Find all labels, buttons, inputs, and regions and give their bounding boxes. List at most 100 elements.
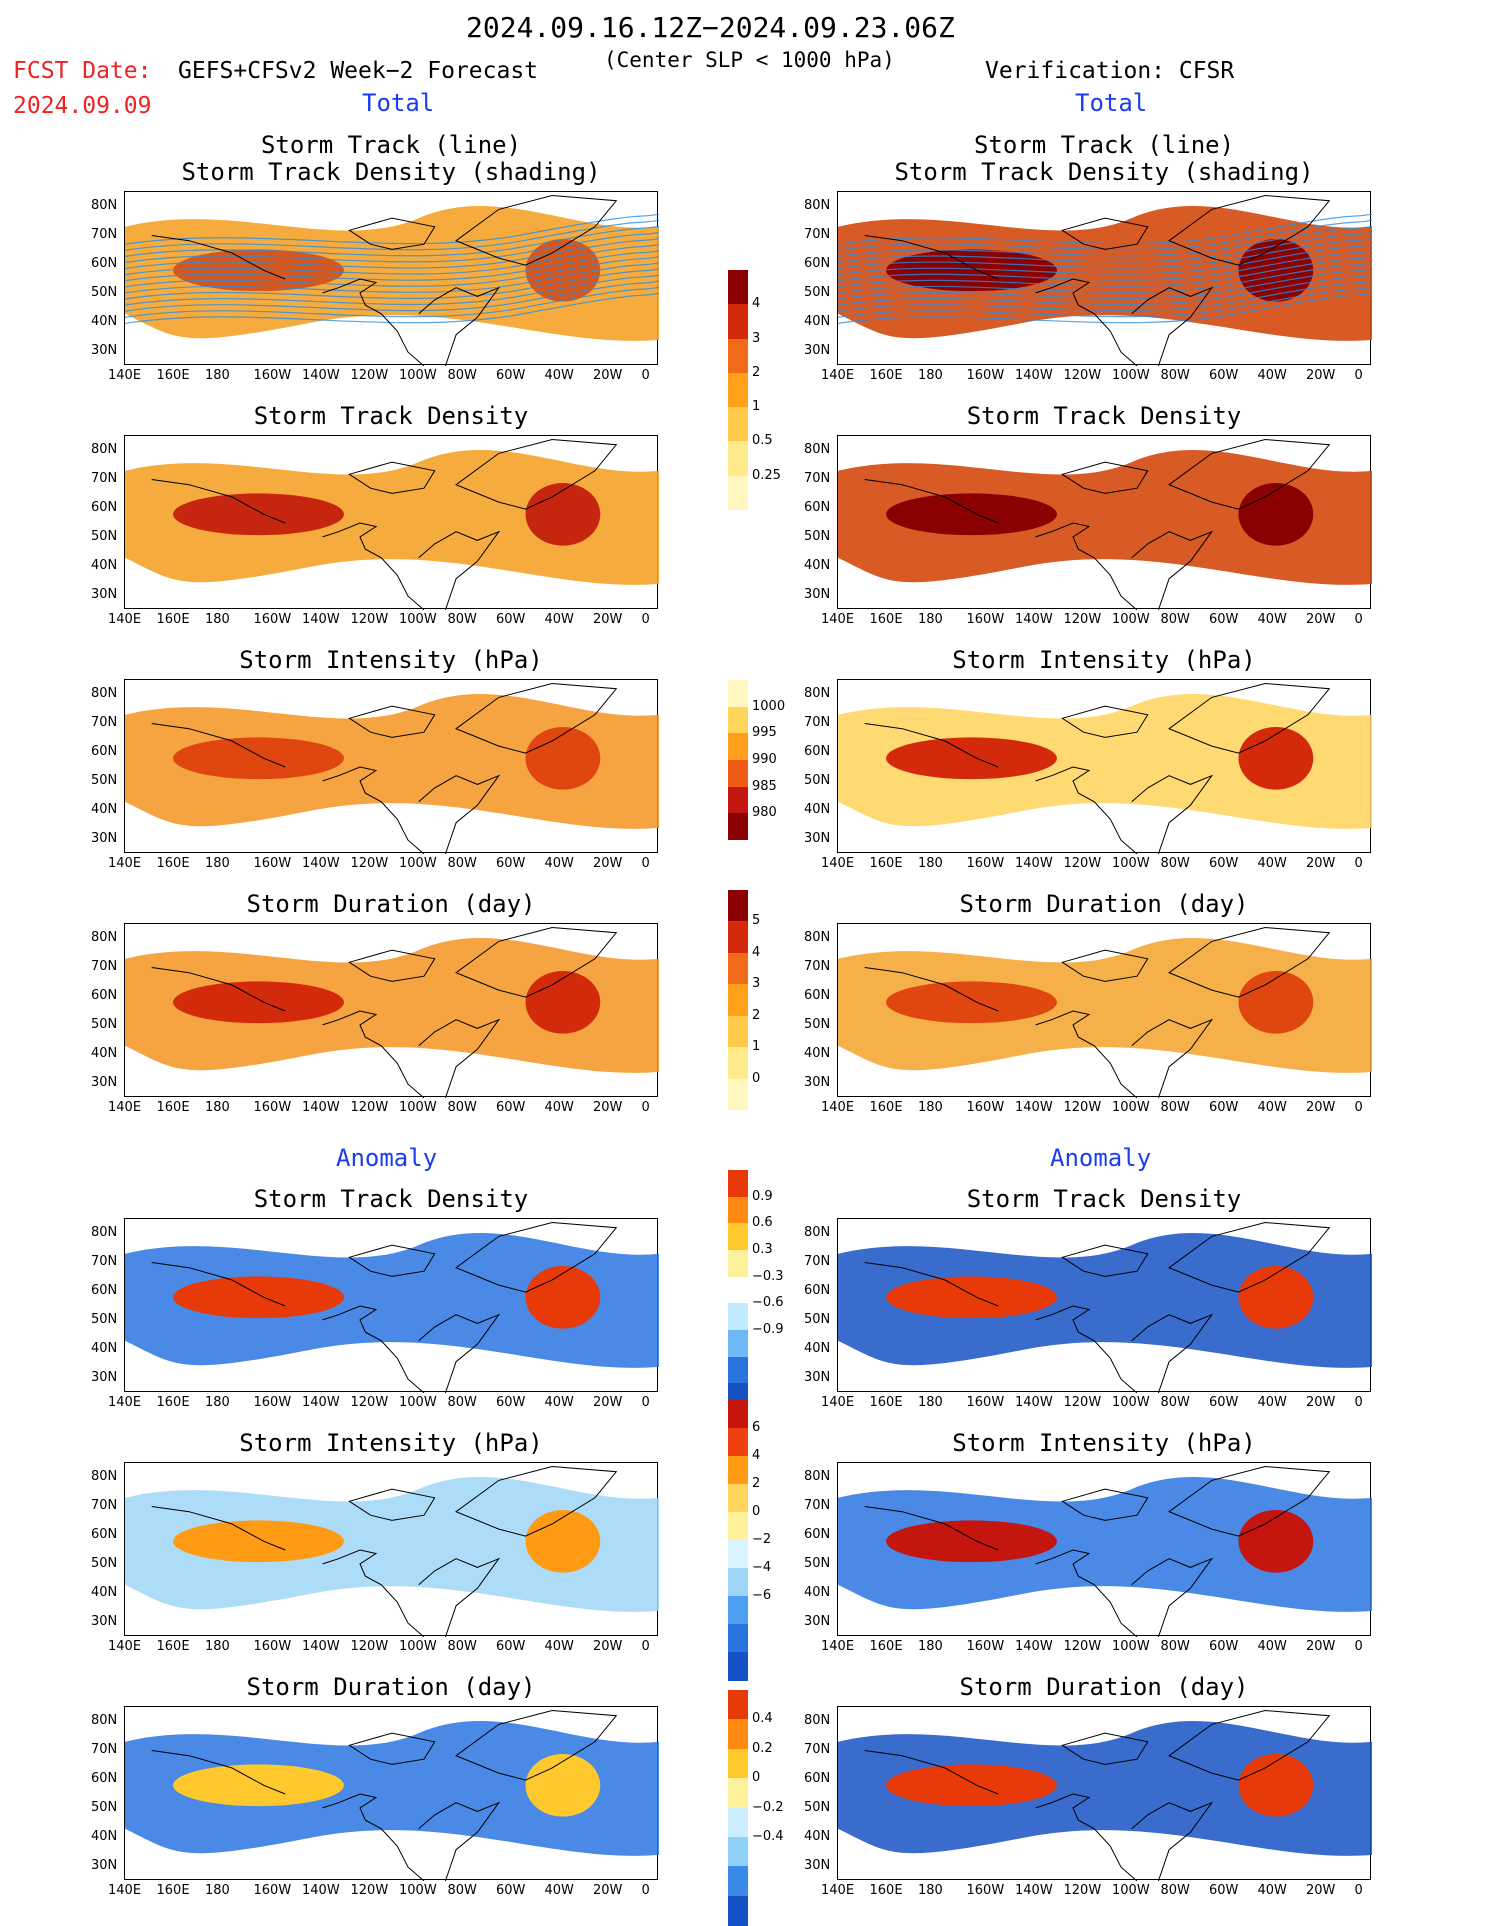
lat-label: 40N xyxy=(804,802,831,817)
lon-label: 180 xyxy=(205,1883,230,1898)
coastline xyxy=(1061,461,1149,494)
lat-label: 30N xyxy=(91,343,118,358)
colorbar-swatch xyxy=(728,1303,748,1331)
panel-title-left-1: Storm Track (line) Storm Track Density (… xyxy=(124,132,658,186)
shading-primary xyxy=(125,1720,659,1856)
lat-label: 40N xyxy=(804,558,831,573)
colorbar-tick-label: 3 xyxy=(752,976,761,992)
coastline xyxy=(455,682,618,754)
coastline xyxy=(864,479,999,524)
shading-core-atlantic xyxy=(1238,1265,1314,1329)
storm-track-line xyxy=(125,262,659,294)
lon-label: 140E xyxy=(821,1395,855,1410)
lon-label: 140E xyxy=(108,1883,142,1898)
colorbar-swatch xyxy=(728,1719,748,1750)
colorbar-anom-density xyxy=(728,1170,748,1411)
lon-label: 0 xyxy=(641,1639,650,1654)
forecast-title: GEFS+CFSv2 Week−2 Forecast xyxy=(178,58,539,84)
colorbar-tick-label: 0 xyxy=(752,1504,761,1519)
lat-label: 70N xyxy=(91,1498,118,1513)
lat-label: 30N xyxy=(91,831,118,846)
shading-core-atlantic xyxy=(525,726,601,790)
lon-label: 180 xyxy=(205,612,230,627)
coastline xyxy=(322,766,425,854)
lat-label: 50N xyxy=(91,285,118,300)
colorbar-swatch xyxy=(728,1078,748,1111)
colorbar-tick-label: 1000 xyxy=(752,698,786,714)
lat-label: 80N xyxy=(91,198,118,213)
lat-label: 60N xyxy=(91,744,118,759)
lat-label: 30N xyxy=(91,1614,118,1629)
lon-label: 140W xyxy=(1015,1639,1053,1654)
lon-label: 100W xyxy=(399,612,437,627)
lon-label: 160W xyxy=(966,1395,1005,1410)
lat-label: 60N xyxy=(804,744,831,759)
panel-title-line1: Storm Track (line) xyxy=(973,131,1235,159)
criterion-label: (Center SLP < 1000 hPa) xyxy=(604,48,895,72)
lon-label: 0 xyxy=(641,1100,650,1115)
lon-label: 100W xyxy=(399,1639,437,1654)
lon-label: 40W xyxy=(544,1639,574,1654)
shading-core-atlantic xyxy=(525,970,601,1034)
lat-label: 30N xyxy=(804,1858,831,1873)
coastline xyxy=(151,967,286,1012)
map-field xyxy=(125,438,659,610)
lat-label: 80N xyxy=(804,198,831,213)
coastline xyxy=(1131,774,1214,854)
coastline xyxy=(418,1313,501,1393)
lon-label: 60W xyxy=(1209,1883,1239,1898)
shading-core-west xyxy=(886,737,1057,780)
storm-track-line xyxy=(838,231,1372,264)
colorbar-tick-label: −0.3 xyxy=(752,1268,784,1284)
map-field xyxy=(125,1465,659,1637)
shading-core-west xyxy=(173,1276,344,1319)
lat-label: 40N xyxy=(91,314,118,329)
lon-label: 140E xyxy=(821,1883,855,1898)
storm-track-line xyxy=(838,213,1372,245)
map-panel-11 xyxy=(124,1462,659,1637)
map-field xyxy=(838,926,1372,1098)
lon-label: 140W xyxy=(302,1883,340,1898)
colorbar-swatch xyxy=(728,270,748,305)
lat-label: 40N xyxy=(804,314,831,329)
storm-track-line xyxy=(125,237,659,270)
map-panel-9 xyxy=(124,1218,659,1393)
colorbar-tick-label: −0.4 xyxy=(752,1828,784,1844)
map-field xyxy=(125,1709,659,1881)
lat-label: 40N xyxy=(91,802,118,817)
shading-core-west xyxy=(886,249,1057,292)
lat-label: 50N xyxy=(804,1017,831,1032)
lon-label: 120W xyxy=(350,1100,389,1115)
colorbar-swatch xyxy=(728,890,748,922)
coastline xyxy=(348,705,436,738)
coastline xyxy=(151,1262,286,1307)
lat-label: 50N xyxy=(91,1800,118,1815)
lon-label: 60W xyxy=(1209,368,1239,383)
lon-label: 140E xyxy=(108,612,142,627)
map-field xyxy=(838,1221,1372,1393)
lon-label: 60W xyxy=(496,612,526,627)
colorbar-tick-label: 1 xyxy=(752,1039,761,1055)
lat-label: 40N xyxy=(91,1341,118,1356)
lon-label: 80W xyxy=(1160,368,1190,383)
map-field xyxy=(838,1465,1372,1637)
coastline xyxy=(1061,1244,1149,1277)
map-field xyxy=(125,1221,659,1393)
lat-label: 30N xyxy=(804,1075,831,1090)
colorbar-tick-label: 0.9 xyxy=(752,1188,773,1204)
storm-track-line xyxy=(125,244,659,276)
panel-title-line2: Storm Track Density (shading) xyxy=(181,157,601,186)
map-panel-8 xyxy=(837,923,1372,1098)
section-anomaly-left: Anomaly xyxy=(336,1144,438,1172)
lon-label: 80W xyxy=(1160,1395,1190,1410)
lon-label: 140W xyxy=(302,856,340,871)
coastline xyxy=(151,235,286,280)
lon-label: 160W xyxy=(253,1639,292,1654)
coastline xyxy=(1131,1018,1214,1098)
lon-label: 160E xyxy=(869,612,903,627)
coastline xyxy=(864,235,999,280)
coastline xyxy=(455,1709,618,1781)
lon-label: 140E xyxy=(821,856,855,871)
lon-label: 140W xyxy=(1015,1883,1053,1898)
storm-track-line xyxy=(838,292,1372,324)
